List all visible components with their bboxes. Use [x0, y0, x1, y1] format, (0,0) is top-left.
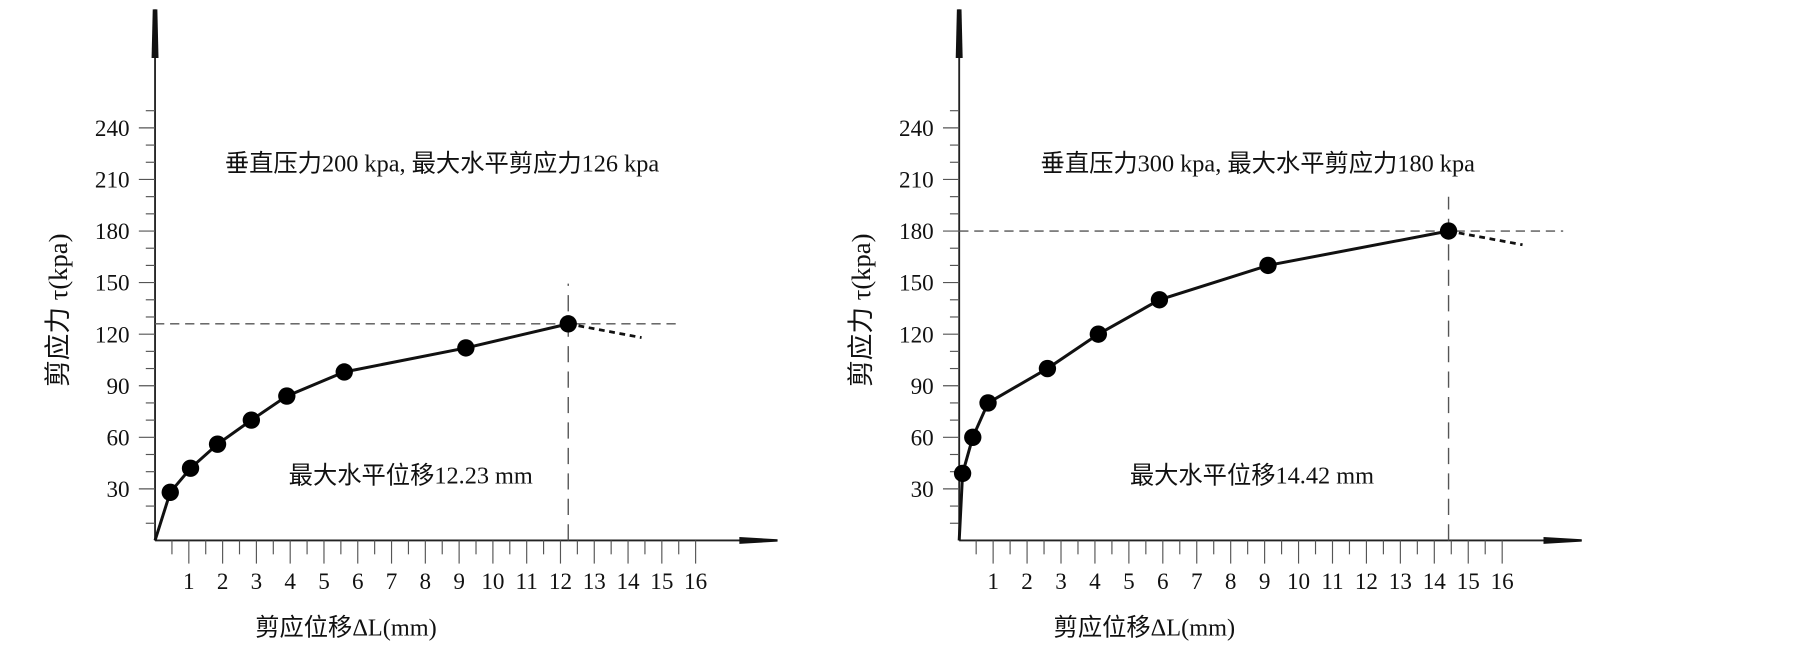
x-tick-label: 13: [1389, 569, 1412, 595]
data-point: [161, 483, 179, 501]
series-line: [957, 229, 1449, 541]
data-point: [208, 435, 227, 453]
data-point: [964, 428, 982, 446]
x-tick-label: 12: [549, 569, 572, 595]
data-point: [1150, 291, 1169, 309]
x-tick-label: 12: [1355, 569, 1378, 595]
data-point: [1439, 222, 1458, 240]
x-tick-label: 14: [616, 569, 640, 595]
y-tick-label: 60: [106, 425, 129, 451]
x-tick-label: 11: [516, 569, 538, 595]
x-tick-label: 16: [1491, 569, 1514, 595]
y-axis-label: 剪应力 τ(kpa): [846, 234, 876, 387]
x-tick-label: 9: [453, 569, 465, 595]
x-tick-label: 2: [1021, 569, 1033, 595]
x-tick-label: 10: [481, 569, 504, 595]
y-axis-arrow-icon: [955, 9, 963, 58]
y-tick-label: 240: [899, 116, 934, 142]
data-point: [953, 464, 972, 483]
x-axis-arrow-icon: [739, 536, 778, 544]
post-peak-line: [1448, 229, 1523, 247]
y-tick-label: 120: [95, 322, 130, 348]
x-tick-label: 1: [183, 569, 195, 595]
data-point: [278, 387, 296, 405]
y-tick-label: 30: [911, 477, 934, 503]
data-point: [1089, 325, 1108, 343]
data-point: [979, 394, 997, 412]
data-point: [1038, 359, 1057, 378]
x-tick-label: 5: [1123, 569, 1135, 595]
post-peak-line: [567, 322, 642, 339]
y-tick-label: 150: [899, 271, 934, 297]
max-displacement-annotation: 最大水平位移12.23 mm: [289, 463, 533, 490]
x-tick-label: 16: [684, 569, 707, 595]
data-point: [457, 339, 475, 357]
x-tick-label: 4: [1089, 569, 1101, 595]
x-tick-label: 11: [1321, 569, 1343, 595]
x-axis-arrow-icon: [1543, 536, 1582, 544]
chart-title: 垂直压力200 kpa, 最大水平剪应力126 kpa: [225, 150, 660, 177]
x-tick-label: 8: [1225, 569, 1237, 595]
y-tick-label: 120: [899, 322, 934, 348]
x-tick-label: 9: [1259, 569, 1271, 595]
y-tick-label: 240: [95, 116, 130, 142]
x-axis-label: 剪应位移ΔL(mm): [255, 614, 437, 641]
y-tick-label: 30: [106, 477, 129, 503]
x-tick-label: 4: [284, 569, 296, 595]
y-axis-label: 剪应力 τ(kpa): [43, 234, 73, 387]
x-tick-label: 1: [987, 569, 999, 595]
x-tick-label: 14: [1423, 569, 1447, 595]
y-tick-label: 90: [911, 374, 934, 400]
x-tick-label: 6: [1157, 569, 1169, 595]
y-tick-label: 180: [95, 219, 130, 245]
x-tick-label: 10: [1287, 569, 1310, 595]
series-line: [153, 322, 569, 541]
y-tick-label: 60: [911, 425, 934, 451]
y-tick-label: 180: [899, 219, 934, 245]
x-tick-label: 6: [352, 569, 364, 595]
x-axis-label: 剪应位移ΔL(mm): [1054, 614, 1236, 641]
y-axis-arrow-icon: [151, 9, 159, 58]
x-tick-label: 8: [420, 569, 432, 595]
y-tick-label: 210: [95, 168, 130, 194]
chart-title: 垂直压力300 kpa, 最大水平剪应力180 kpa: [1041, 150, 1476, 177]
max-displacement-annotation: 最大水平位移14.42 mm: [1130, 463, 1374, 490]
data-point: [335, 363, 353, 381]
y-tick-label: 150: [95, 271, 130, 297]
x-tick-label: 5: [318, 569, 330, 595]
y-tick-label: 90: [106, 374, 129, 400]
y-tick-label: 210: [899, 168, 934, 194]
data-point: [242, 411, 261, 429]
x-tick-label: 2: [217, 569, 229, 595]
x-tick-label: 15: [650, 569, 673, 595]
x-tick-label: 13: [583, 569, 606, 595]
x-tick-label: 7: [1191, 569, 1203, 595]
x-tick-label: 7: [386, 569, 398, 595]
x-tick-label: 15: [1457, 569, 1480, 595]
data-point: [1259, 256, 1277, 275]
data-point: [559, 315, 577, 333]
x-tick-label: 3: [251, 569, 263, 595]
data-point: [181, 459, 200, 477]
x-tick-label: 3: [1055, 569, 1067, 595]
